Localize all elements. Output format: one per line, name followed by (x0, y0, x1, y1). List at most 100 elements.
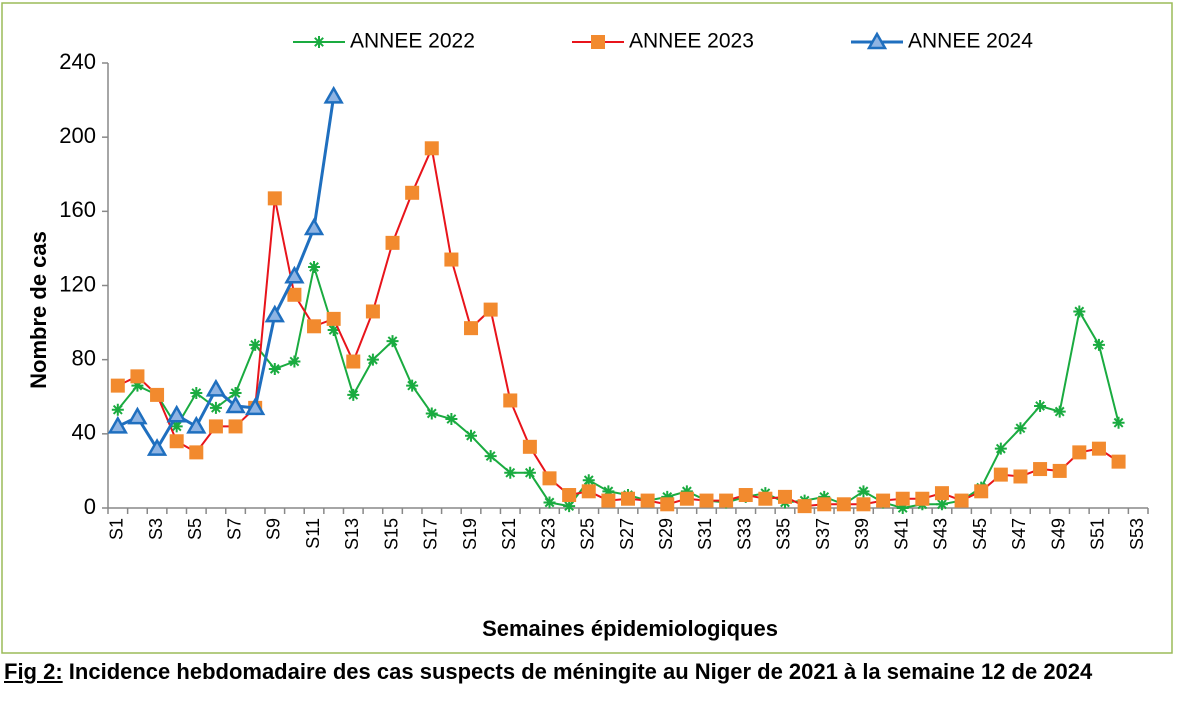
marker (264, 304, 285, 323)
marker (228, 419, 243, 434)
x-tick-label: S11 (303, 518, 323, 549)
marker (288, 355, 301, 368)
marker (836, 497, 851, 512)
marker (522, 439, 537, 454)
marker (601, 493, 616, 508)
marker (131, 379, 144, 392)
marker (365, 304, 380, 319)
marker (582, 474, 595, 487)
marker (313, 36, 325, 48)
x-tick-label: S47 (1009, 518, 1029, 550)
marker (1033, 462, 1048, 477)
marker (1034, 400, 1047, 413)
y-tick-label: 240 (59, 49, 96, 74)
marker (209, 401, 222, 414)
marker (267, 191, 282, 206)
marker (591, 35, 605, 49)
marker (326, 311, 341, 326)
marker (424, 141, 439, 156)
marker (1091, 441, 1106, 456)
marker (366, 353, 379, 366)
x-tick-label: S29 (656, 518, 676, 550)
x-tick-label: S25 (578, 518, 598, 550)
marker (542, 471, 557, 486)
marker (284, 265, 305, 284)
y-tick-label: 0 (84, 494, 96, 519)
chart: Nombre de cas Semaines épidemiologiques … (1, 2, 1173, 654)
marker (307, 319, 322, 334)
marker (308, 260, 321, 273)
x-tick-label: S13 (342, 518, 362, 550)
x-tick-label: S51 (1088, 518, 1108, 550)
marker (866, 31, 888, 50)
marker (287, 287, 302, 302)
x-tick-label: S7 (224, 518, 244, 540)
marker (660, 497, 675, 512)
caption-label: Fig 2: (4, 659, 63, 684)
y-tick-label: 40 (72, 420, 96, 445)
marker (523, 466, 536, 479)
marker (107, 415, 128, 434)
marker (818, 490, 831, 503)
x-tick-label: S21 (499, 518, 519, 550)
x-tick-label: S45 (970, 518, 990, 550)
marker (896, 502, 909, 514)
marker (680, 485, 693, 498)
marker (386, 335, 399, 348)
marker (1092, 338, 1105, 351)
marker (699, 493, 714, 508)
marker (323, 85, 344, 104)
marker (640, 493, 655, 508)
marker (205, 378, 227, 397)
marker (1111, 454, 1126, 469)
x-tick-label: S17 (421, 518, 441, 550)
x-tick-label: S19 (460, 518, 480, 550)
marker (406, 379, 419, 392)
marker (719, 493, 734, 508)
x-tick-label: S3 (146, 518, 166, 540)
marker (346, 354, 361, 369)
y-tick-label: 200 (59, 123, 96, 148)
marker (1013, 469, 1028, 484)
marker (954, 493, 969, 508)
marker (563, 500, 576, 513)
marker (1072, 445, 1087, 460)
marker (581, 484, 596, 499)
marker (225, 395, 246, 414)
marker (817, 497, 832, 512)
series-line (117, 144, 1120, 508)
marker (150, 387, 165, 402)
marker (1112, 416, 1125, 429)
marker (425, 407, 438, 420)
x-tick-label: S49 (1048, 518, 1068, 550)
marker (1073, 305, 1086, 318)
marker (758, 491, 773, 506)
marker (146, 438, 168, 456)
x-tick-label: S39 (852, 518, 872, 550)
marker (127, 406, 148, 425)
marker (621, 491, 635, 506)
x-tick-label: S5 (185, 518, 205, 540)
series-line (117, 262, 1120, 510)
legend-label: ANNEE 2022 (350, 30, 475, 53)
marker (562, 488, 577, 503)
marker (993, 467, 1008, 482)
marker (111, 403, 124, 416)
marker (857, 485, 870, 498)
marker (347, 388, 360, 401)
marker (504, 466, 517, 479)
marker (385, 235, 400, 250)
marker (483, 302, 498, 317)
marker (738, 488, 753, 503)
x-tick-label: S35 (774, 518, 794, 550)
y-tick-label: 80 (72, 345, 96, 370)
marker (856, 497, 871, 512)
x-tick-label: S41 (891, 518, 911, 550)
y-axis-label: Nombre de cas (26, 231, 51, 389)
marker (444, 252, 459, 267)
marker (1052, 463, 1067, 478)
marker (935, 498, 948, 511)
marker (797, 499, 812, 514)
marker (166, 404, 187, 423)
